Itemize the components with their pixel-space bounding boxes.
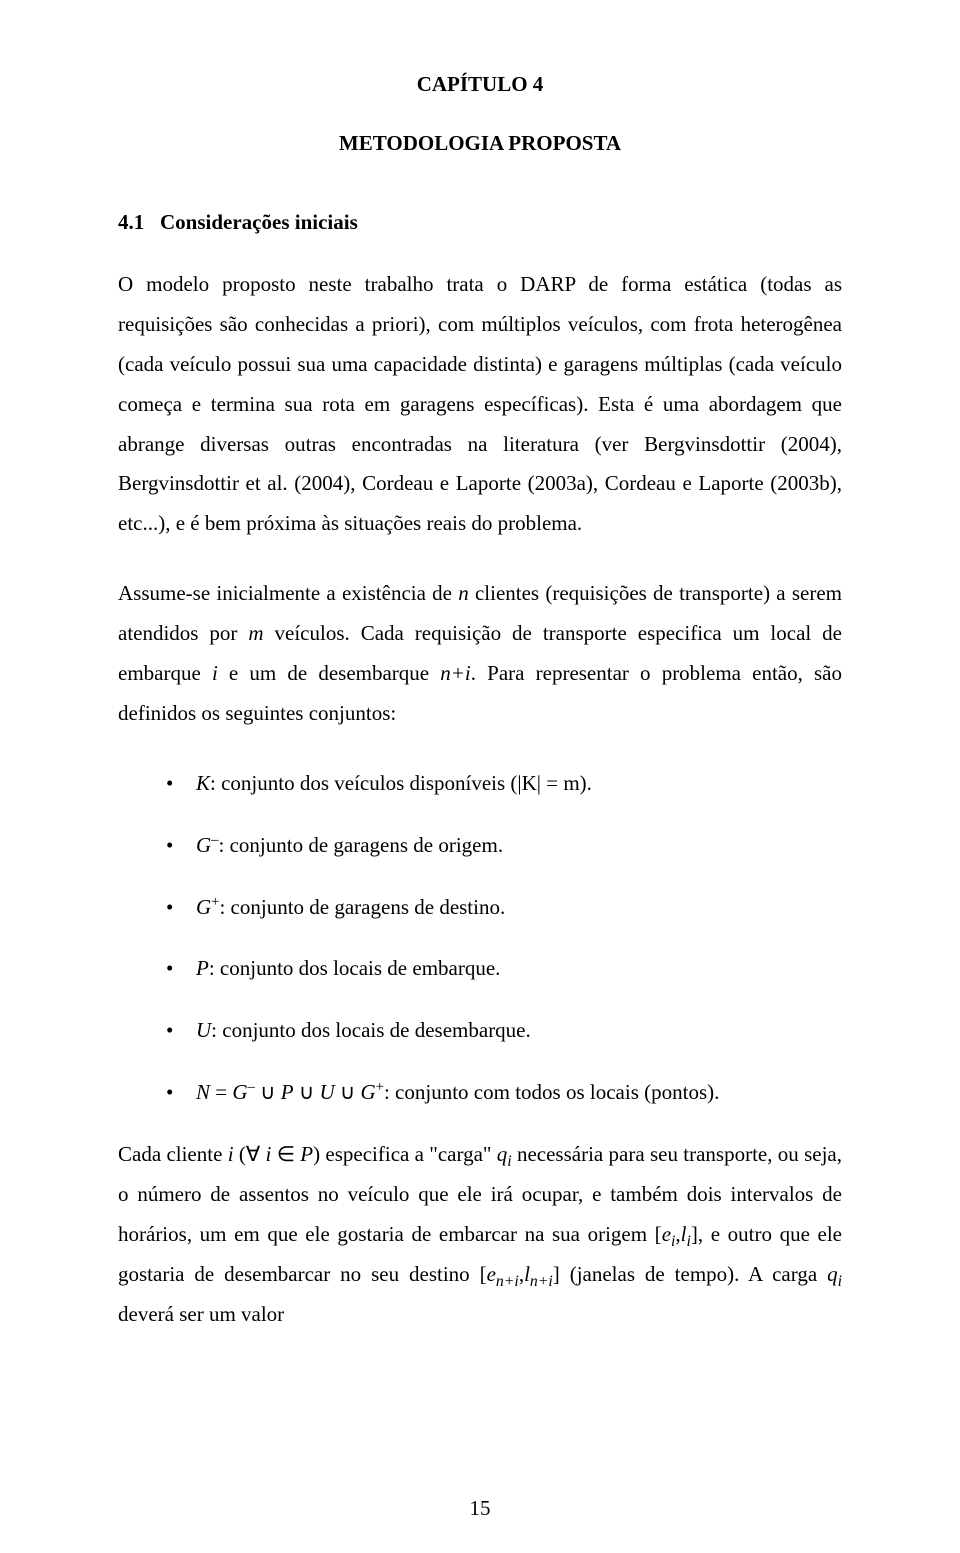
list-item: P: conjunto dos locais de embarque. (118, 949, 842, 989)
superscript-minus: – (211, 832, 218, 848)
var-P: P (281, 1080, 294, 1104)
list-item: N = G– ∪ P ∪ U ∪ G+: conjunto com todos … (118, 1073, 842, 1113)
var-e: e (487, 1262, 496, 1286)
list-item: K: conjunto dos veículos disponíveis (|K… (118, 764, 842, 804)
paragraph-2: Assume-se inicialmente a existência de n… (118, 574, 842, 734)
page-number: 15 (0, 1496, 960, 1521)
var-q: q (827, 1262, 838, 1286)
var-P: P (300, 1142, 313, 1166)
list-item: G–: conjunto de garagens de origem. (118, 826, 842, 866)
text-run: : conjunto de garagens de destino. (219, 895, 505, 919)
var-q: q (497, 1142, 508, 1166)
superscript-minus: – (248, 1079, 255, 1095)
var-K: K (196, 771, 210, 795)
text-run: ] (janelas de tempo). A carga (553, 1262, 827, 1286)
paragraph-3: Cada cliente i (∀ i ∈ P) especifica a "c… (118, 1135, 842, 1334)
text-run: deverá ser um valor (118, 1302, 284, 1326)
text-run: : conjunto com todos os locais (pontos). (384, 1080, 719, 1104)
subscript-n-plus-i: n+i (530, 1273, 553, 1290)
paragraph-1: O modelo proposto neste trabalho trata o… (118, 265, 842, 544)
var-N: N (196, 1080, 210, 1104)
union-op: ∪ (335, 1080, 361, 1104)
var-U: U (319, 1080, 334, 1104)
text-run: Cada cliente (118, 1142, 228, 1166)
forall-symbol: ∀ (246, 1142, 260, 1166)
chapter-label: CAPÍTULO 4 (118, 72, 842, 97)
var-G: G (196, 895, 211, 919)
element-of-symbol: ∈ (271, 1142, 300, 1166)
var-G: G (361, 1080, 376, 1104)
text-run: = (210, 1080, 232, 1104)
text-run: : conjunto dos veículos disponíveis (|K|… (210, 771, 592, 795)
var-m: m (248, 621, 263, 645)
section-title: Considerações iniciais (160, 210, 358, 234)
var-U: U (196, 1018, 211, 1042)
section-heading: 4.1 Considerações iniciais (118, 210, 842, 235)
superscript-plus: + (376, 1079, 384, 1095)
document-page: CAPÍTULO 4 METODOLOGIA PROPOSTA 4.1 Cons… (0, 0, 960, 1553)
subscript-i: i (838, 1273, 842, 1290)
section-number: 4.1 (118, 210, 144, 234)
subscript-n-plus-i: n+i (496, 1273, 519, 1290)
text-run: e um de desembarque (218, 661, 440, 685)
var-G: G (196, 833, 211, 857)
var-e: e (662, 1222, 671, 1246)
list-item: G+: conjunto de garagens de destino. (118, 888, 842, 928)
text-run: ( (234, 1142, 246, 1166)
union-op: ∪ (294, 1080, 320, 1104)
text-run: : conjunto de garagens de origem. (219, 833, 504, 857)
var-n: n (458, 581, 469, 605)
text-run: Assume-se inicialmente a existência de (118, 581, 458, 605)
var-P: P (196, 956, 209, 980)
set-definitions-list: K: conjunto dos veículos disponíveis (|K… (118, 764, 842, 1113)
list-item: U: conjunto dos locais de desembarque. (118, 1011, 842, 1051)
text-run: : conjunto dos locais de embarque. (209, 956, 501, 980)
var-n-plus-i: n+i (440, 661, 471, 685)
chapter-title: METODOLOGIA PROPOSTA (118, 131, 842, 156)
union-op: ∪ (255, 1080, 281, 1104)
var-G: G (232, 1080, 247, 1104)
text-run: ) especifica a "carga" (313, 1142, 497, 1166)
text-run: : conjunto dos locais de desembarque. (211, 1018, 531, 1042)
